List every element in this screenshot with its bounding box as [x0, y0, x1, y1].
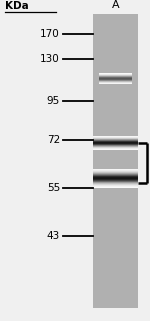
Text: KDa: KDa — [4, 1, 28, 11]
Text: 130: 130 — [40, 54, 60, 65]
Text: 55: 55 — [47, 183, 60, 193]
Text: 43: 43 — [47, 231, 60, 241]
Bar — [93, 14, 138, 308]
Text: 170: 170 — [40, 29, 60, 39]
Text: 72: 72 — [47, 134, 60, 145]
Text: 95: 95 — [47, 96, 60, 106]
Text: A: A — [112, 0, 119, 10]
